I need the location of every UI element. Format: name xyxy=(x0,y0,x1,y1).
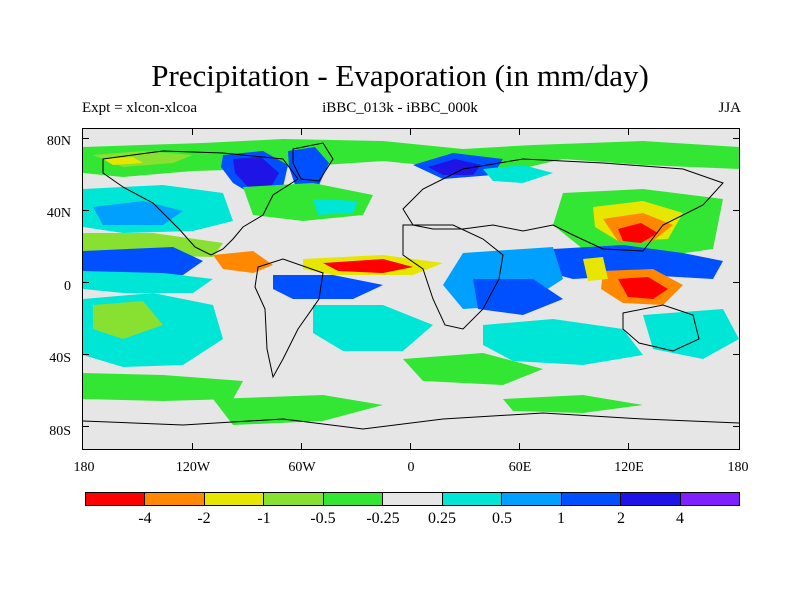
field-green-south xyxy=(83,373,243,401)
field-green-antarctic xyxy=(213,395,383,425)
map-field xyxy=(83,139,739,430)
field-green-spacific xyxy=(93,301,163,339)
coast-europe-asia xyxy=(402,158,724,252)
lat-label-80s: 80S xyxy=(49,424,71,439)
colorbar-bin-5 xyxy=(323,493,384,505)
field-green-antarctic-east xyxy=(503,395,643,413)
pe-anomaly-map xyxy=(82,128,740,450)
tick-y-40s xyxy=(83,354,89,355)
tick-y-80s xyxy=(83,426,89,427)
colorbar-label: 0.25 xyxy=(428,510,456,527)
colorbar-label: 1 xyxy=(557,510,565,527)
field-blue-npacific xyxy=(93,201,183,225)
field-navy-hudson xyxy=(233,157,279,187)
field-cyan-epacific xyxy=(83,271,213,293)
coast-australia xyxy=(622,304,700,352)
tick-y-40n-right xyxy=(733,210,739,211)
field-green-sindian xyxy=(403,353,543,385)
field-cyan-satl xyxy=(313,305,433,351)
tick-y-40s-right xyxy=(733,354,739,355)
colorbar-bin-2 xyxy=(145,493,205,505)
lon-label-120e: 120E xyxy=(614,460,644,475)
coast-south-america xyxy=(254,258,324,379)
coastlines xyxy=(83,142,739,430)
lon-label-60e: 60E xyxy=(508,460,532,475)
lat-label-eq: 0 xyxy=(64,279,71,294)
field-red-maritime-core xyxy=(618,277,668,299)
tick-x-120w xyxy=(192,443,193,449)
coast-north-america xyxy=(102,150,299,256)
tick-x-120w-top xyxy=(192,129,193,135)
lon-label-120w: 120W xyxy=(175,460,211,475)
tick-y-80n xyxy=(83,138,89,139)
colorbar-bin-1 xyxy=(86,493,146,505)
colorbar-bin-4 xyxy=(264,493,324,505)
tick-x-120e xyxy=(628,443,629,449)
lon-label-180e: 180 xyxy=(727,460,749,475)
tick-x-60w-top xyxy=(301,129,302,135)
colorbar-bin-7 xyxy=(442,493,503,505)
tick-y-eq xyxy=(83,282,89,283)
coast-africa xyxy=(402,224,504,330)
tick-y-80s-right xyxy=(733,426,739,427)
coast-greenland xyxy=(292,142,334,182)
coast-antarctica xyxy=(83,412,739,430)
tick-x-60e xyxy=(519,443,520,449)
field-red-asia xyxy=(618,223,658,243)
tick-x-120e-top xyxy=(628,129,629,135)
colorbar-label: -0.25 xyxy=(366,510,400,527)
field-yellow-maritime xyxy=(583,257,608,281)
field-red-itcz-atl xyxy=(323,259,413,273)
tick-x-0-top xyxy=(410,129,411,135)
field-cyan-sindian xyxy=(483,319,643,365)
colorbar-bin-9 xyxy=(561,493,622,505)
tick-y-eq-right xyxy=(733,282,739,283)
lon-label-0: 0 xyxy=(407,460,415,475)
experiment-label: Expt = xlcon-xlcoa xyxy=(82,100,198,116)
field-cyan-siberia xyxy=(483,165,553,183)
tick-x-0 xyxy=(410,443,411,449)
tick-y-40n xyxy=(83,210,89,211)
colorbar-bin-8 xyxy=(502,493,562,505)
season-label: JJA xyxy=(718,100,741,116)
colorbar-label: 0.5 xyxy=(492,510,512,527)
field-blue-equator-atl xyxy=(273,275,383,299)
colorbar-bin-6 xyxy=(383,493,443,505)
colorbar xyxy=(85,492,740,506)
plot-title: Precipitation - Evaporation (in mm/day) xyxy=(151,58,649,93)
field-cyan-spacific-east xyxy=(643,309,739,359)
colorbar-label: -4 xyxy=(138,510,152,527)
field-orange-itcz xyxy=(213,251,273,273)
field-cyan-natl xyxy=(313,199,358,215)
colorbar-label: -2 xyxy=(197,510,211,527)
colorbar-label: -1 xyxy=(257,510,271,527)
colorbar-label: 4 xyxy=(676,510,684,527)
colorbar-label: -0.5 xyxy=(310,510,336,527)
colorbar-bin-10 xyxy=(621,493,681,505)
field-navy-siberia xyxy=(428,159,481,175)
tick-x-60e-top xyxy=(519,129,520,135)
tick-y-80n-right xyxy=(733,138,739,139)
tick-x-60w xyxy=(301,443,302,449)
field-blue-equator-ind xyxy=(473,279,563,315)
colorbar-bin-11 xyxy=(680,493,739,505)
field-blue-greenland xyxy=(288,147,329,185)
field-yellow-north xyxy=(103,157,143,165)
lat-label-80n: 80N xyxy=(46,134,71,149)
lat-label-40s: 40S xyxy=(49,351,71,366)
comparison-label: iBBC_013k - iBBC_000k xyxy=(322,100,478,116)
lon-label-180w: 180 xyxy=(73,460,95,475)
colorbar-label: 2 xyxy=(617,510,625,527)
colorbar-bin-3 xyxy=(204,493,265,505)
lon-label-60w: 60W xyxy=(288,460,316,475)
lat-label-40n: 40N xyxy=(46,206,71,221)
field-blue-epacific xyxy=(83,247,203,277)
